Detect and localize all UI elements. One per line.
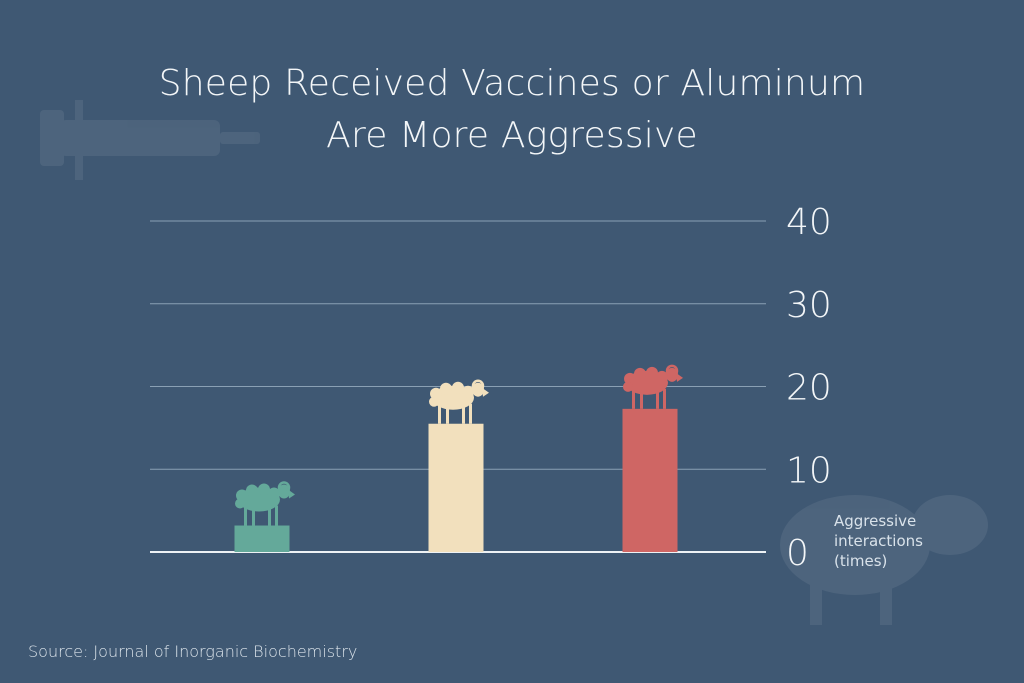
y-axis-label-line-3: (times) [834,552,888,570]
chart-title-line-2: Are More Aggressive [326,115,698,156]
y-tick-label: 30 [786,285,832,326]
bar [428,423,484,552]
y-tick-label: 40 [786,202,832,243]
bar [622,408,678,552]
y-tick-labels: 0 10 20 30 40 [786,202,832,574]
y-axis-label-line-1: Aggressive [834,512,917,530]
y-tick-label: 0 [786,533,809,574]
chart-title: Sheep Received Vaccines or Aluminum Are … [0,58,1024,162]
bars [234,408,678,552]
chart-title-line-1: Sheep Received Vaccines or Aluminum [158,63,866,104]
sheep-watermark-icon [780,495,988,625]
sheep-icon [429,379,489,424]
bar [234,525,290,552]
y-tick-label: 20 [786,368,832,409]
sheep-icon [235,481,295,526]
syringe-watermark-icon [40,100,260,180]
y-axis-label-line-2: interactions [834,532,923,550]
y-axis-label: Aggressive interactions (times) [834,511,923,571]
sheep-icon [623,364,683,409]
source-note: Source: Journal of Inorganic Biochemistr… [28,642,358,661]
y-tick-label: 10 [786,450,832,491]
sheep-icons [235,364,683,526]
